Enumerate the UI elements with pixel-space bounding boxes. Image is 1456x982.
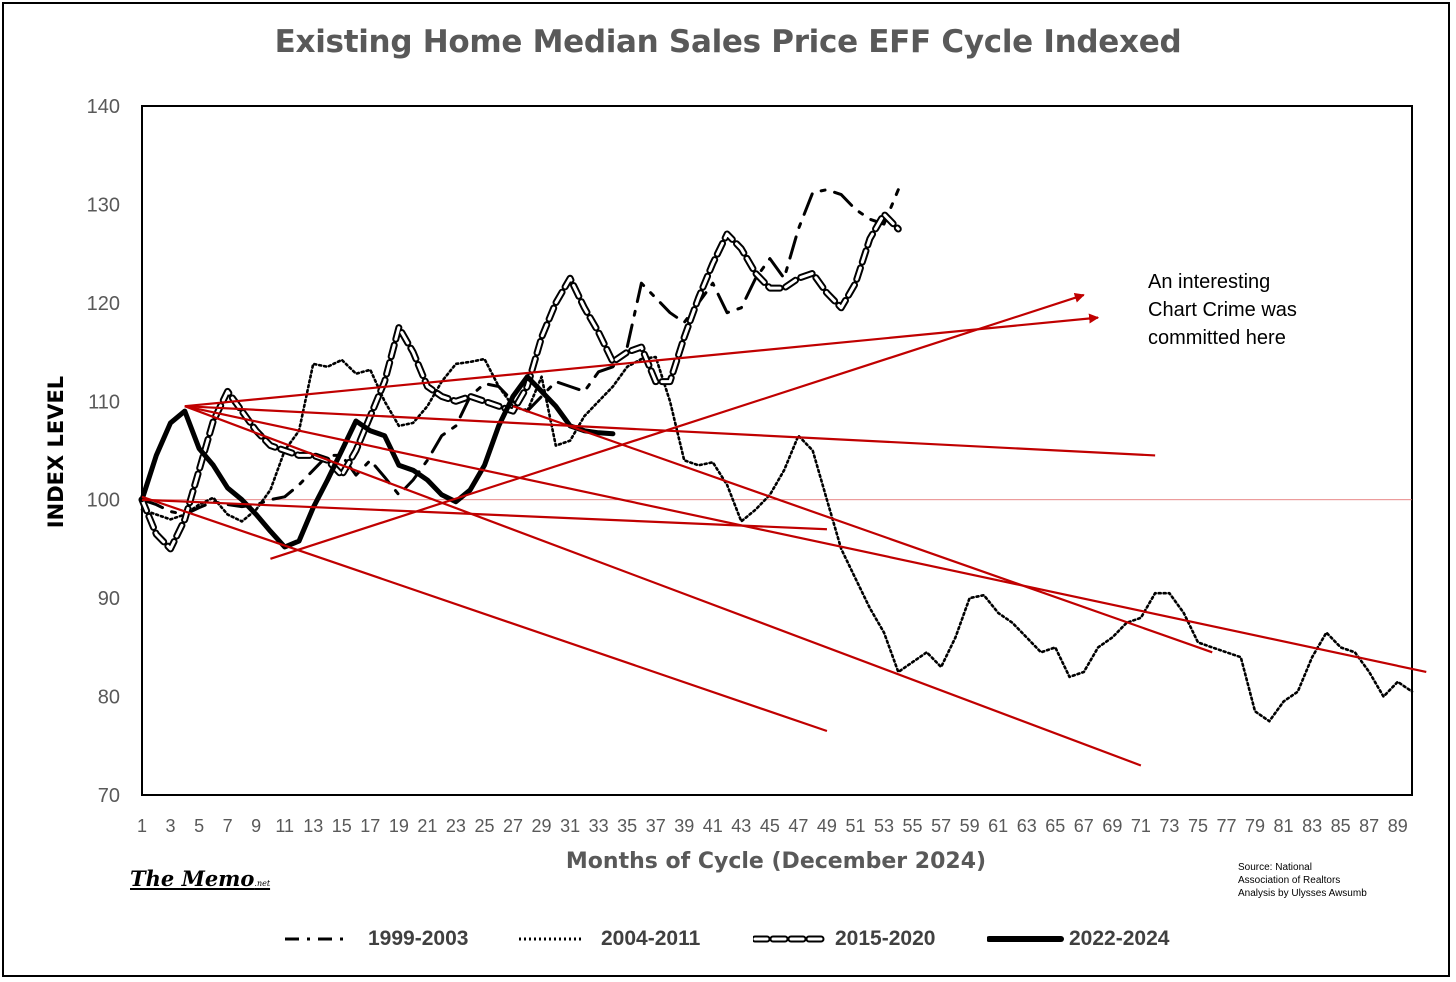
annotation-line-3: committed here — [1148, 327, 1286, 349]
y-tick-label: 130 — [87, 194, 120, 216]
x-tick-label: 77 — [1216, 816, 1236, 836]
y-tick-label: 110 — [88, 391, 120, 413]
x-tick-label: 37 — [646, 816, 666, 836]
x-tick-label: 85 — [1331, 816, 1351, 836]
annotation-trend-line — [184, 405, 1427, 674]
series-line-2022-2024 — [139, 374, 616, 550]
x-tick-label: 65 — [1045, 816, 1065, 836]
x-tick-label: 59 — [960, 816, 980, 836]
x-tick-label: 71 — [1131, 816, 1151, 836]
y-tick-label: 70 — [98, 785, 120, 807]
x-tick-label: 73 — [1159, 816, 1179, 836]
x-tick-label: 25 — [474, 816, 494, 836]
x-tick-label: 35 — [617, 816, 637, 836]
x-tick-label: 83 — [1302, 816, 1322, 836]
legend-label: 2015-2020 — [835, 927, 936, 950]
x-tick-label: 11 — [275, 816, 294, 836]
legend-swatch-dashed — [753, 935, 825, 943]
plot-area-border — [141, 105, 1413, 796]
x-tick-label: 75 — [1188, 816, 1208, 836]
x-tick-label: 43 — [731, 816, 751, 836]
legend-swatch-solid — [987, 936, 1064, 942]
x-tick-label: 9 — [251, 816, 261, 836]
annotation-trend-line — [141, 498, 827, 531]
legend-label: 2004-2011 — [601, 927, 701, 950]
legend: 1999-2003 2004-2011 2015-2020 2022-2024 — [0, 922, 1456, 956]
x-tick-label: 81 — [1274, 816, 1294, 836]
x-tick-label: 21 — [417, 816, 437, 836]
x-tick-label: 53 — [874, 816, 894, 836]
x-tick-label: 3 — [166, 816, 176, 836]
legend-swatch-dotted — [519, 937, 583, 941]
x-tick-label: 45 — [760, 816, 780, 836]
x-tick-label: 61 — [988, 816, 1008, 836]
x-tick-label: 57 — [931, 816, 951, 836]
x-tick-label: 27 — [503, 816, 523, 836]
annotation-line-2: Chart Crime was — [1148, 299, 1297, 321]
x-tick-label: 47 — [788, 816, 808, 836]
annotation-trend-line — [141, 495, 828, 733]
y-tick-label: 120 — [87, 293, 120, 315]
series-line-1999-2003 — [140, 188, 900, 516]
y-tick-label: 80 — [98, 687, 120, 709]
x-tick-label: 5 — [194, 816, 204, 836]
x-tick-label: 51 — [845, 816, 865, 836]
source-line-3: Analysis by Ulysses Awsumb — [1238, 888, 1367, 899]
series-line-2004-2011 — [140, 355, 1414, 723]
y-tick-label: 100 — [87, 490, 120, 512]
x-tick-label: 39 — [674, 816, 694, 836]
x-tick-label: 17 — [360, 816, 380, 836]
annotation-arrow — [184, 313, 1100, 408]
x-tick-label: 87 — [1359, 816, 1379, 836]
x-tick-label: 1 — [137, 816, 147, 836]
x-tick-label: 15 — [332, 816, 352, 836]
x-tick-label: 67 — [1074, 816, 1094, 836]
source-line-2: Association of Realtors — [1238, 875, 1341, 886]
x-tick-label: 49 — [817, 816, 837, 836]
series-line-2015-2020-inner — [140, 212, 900, 551]
x-tick-label: 69 — [1102, 816, 1122, 836]
logo-suffix: .net — [254, 879, 271, 888]
x-tick-label: 89 — [1388, 816, 1408, 836]
y-tick-label: 140 — [87, 96, 120, 118]
annotation-trend-line — [512, 405, 1213, 654]
x-axis-label: Months of Cycle (December 2024) — [565, 849, 987, 874]
logo: The Memo.net — [130, 866, 270, 891]
x-tick-label: 31 — [560, 816, 580, 836]
y-axis-label: INDEX LEVEL — [44, 375, 68, 529]
logo-main: The Memo — [130, 866, 255, 891]
x-tick-label: 29 — [532, 816, 552, 836]
x-tick-label: 55 — [903, 816, 923, 836]
chart-title: Existing Home Median Sales Price EFF Cyc… — [274, 24, 1182, 60]
legend-label: 1999-2003 — [368, 927, 469, 950]
annotation-trend-line — [184, 405, 1156, 457]
legend-swatch-dash-dot — [285, 937, 349, 941]
x-tick-label: 41 — [703, 816, 723, 836]
annotation-line-1: An interesting — [1148, 271, 1271, 293]
legend-label: 2022-2024 — [1069, 927, 1170, 950]
series-line-2015-2020 — [138, 210, 902, 553]
y-tick-label: 90 — [98, 588, 120, 610]
x-tick-label: 33 — [589, 816, 609, 836]
source-note: Source: National Association of Realtors… — [1238, 861, 1367, 900]
x-tick-label: 19 — [389, 816, 409, 836]
annotation-trend-line — [184, 405, 1142, 767]
x-tick-label: 7 — [223, 816, 233, 836]
x-tick-label: 13 — [303, 816, 323, 836]
source-line-1: Source: National — [1238, 862, 1312, 873]
x-tick-label: 79 — [1245, 816, 1265, 836]
x-tick-label: 63 — [1017, 816, 1037, 836]
x-tick-label: 23 — [446, 816, 466, 836]
annotation-arrow — [270, 293, 1085, 560]
annotation-note: An interesting Chart Crime was committed… — [1148, 268, 1348, 352]
